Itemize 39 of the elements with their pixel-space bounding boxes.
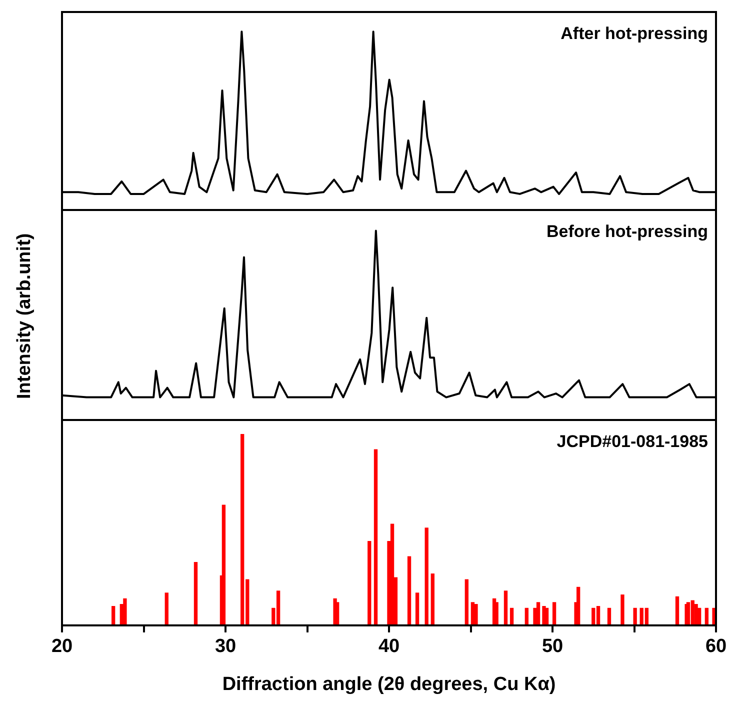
- x-tick-label: 50: [542, 636, 564, 658]
- x-tick-label: 60: [705, 636, 727, 658]
- bar: [504, 590, 508, 626]
- bar: [494, 602, 498, 626]
- bar: [510, 608, 514, 626]
- bar: [424, 528, 428, 626]
- bar: [430, 573, 434, 626]
- bar: [222, 504, 226, 626]
- bar: [704, 608, 709, 626]
- bar: [164, 592, 168, 626]
- bar: [576, 586, 580, 626]
- bar: [607, 608, 612, 626]
- bar: [697, 608, 702, 626]
- bar: [633, 608, 637, 626]
- bar: [620, 594, 624, 626]
- x-tick-label: 20: [51, 636, 73, 658]
- x-tick-label: 30: [214, 636, 236, 658]
- bar: [336, 602, 340, 626]
- bar: [675, 596, 680, 626]
- bar: [524, 608, 528, 626]
- bar: [415, 592, 420, 626]
- bar: [123, 598, 127, 626]
- annotation: Before hot-pressing: [546, 222, 708, 242]
- bar: [368, 541, 372, 626]
- bar: [464, 579, 468, 626]
- bar: [390, 524, 394, 626]
- bar: [194, 562, 198, 626]
- bar: [536, 602, 540, 626]
- bar: [407, 556, 412, 626]
- bar: [544, 608, 549, 626]
- y-axis-title: Intensity (arb.unit): [14, 233, 36, 399]
- x-axis-title: Diffraction angle (2θ degrees, Cu Kα): [222, 674, 556, 695]
- bar: [552, 602, 556, 626]
- annotation: JCPD#01-081-1985: [556, 432, 708, 452]
- x-tick-label: 40: [378, 636, 400, 658]
- bar: [374, 449, 378, 626]
- bar: [112, 606, 116, 626]
- annotation: After hot-pressing: [560, 24, 708, 44]
- bar: [474, 604, 478, 626]
